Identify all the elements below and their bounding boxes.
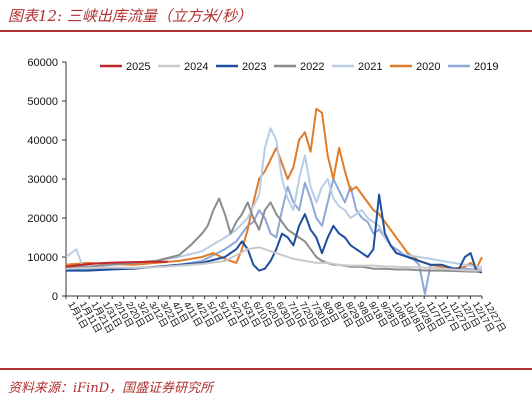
series-line-2020: [65, 107, 483, 270]
legend-label-2020: 2020: [416, 61, 440, 73]
y-tick-label: 30000: [27, 174, 58, 186]
legend-label-2023: 2023: [242, 61, 266, 73]
source-rule: [0, 368, 532, 370]
legend-label-2024: 2024: [184, 61, 208, 73]
y-tick-label: 20000: [27, 213, 58, 225]
source-note: 资料来源：iFinD，国盛证券研究所: [8, 381, 214, 396]
series-line-2025: [65, 260, 168, 268]
legend-label-2025: 2025: [126, 61, 150, 73]
legend-label-2019: 2019: [474, 61, 498, 73]
legend-label-2022: 2022: [300, 61, 324, 73]
title-rule: [0, 30, 532, 32]
axes: 01000020000300004000050000600001月1日1月11日…: [27, 57, 507, 336]
series-line-2023: [66, 193, 483, 274]
series-line-2024: [65, 246, 482, 272]
legend: 2025 2024 2023 2022 2021 2020 2019: [100, 61, 498, 73]
chart-title: 图表12: 三峡出库流量（立方米/秒）: [8, 7, 252, 25]
legend-label-2021: 2021: [358, 61, 382, 73]
y-tick-label: 0: [52, 291, 58, 303]
series-layer: [65, 107, 483, 296]
series-line-2019: [66, 178, 482, 296]
y-tick-label: 50000: [27, 96, 58, 108]
series-line-2022: [66, 197, 482, 273]
y-tick-label: 10000: [27, 252, 58, 264]
y-tick-label: 40000: [27, 135, 58, 147]
series-line-2021: [65, 127, 482, 268]
y-tick-label: 60000: [27, 57, 58, 69]
